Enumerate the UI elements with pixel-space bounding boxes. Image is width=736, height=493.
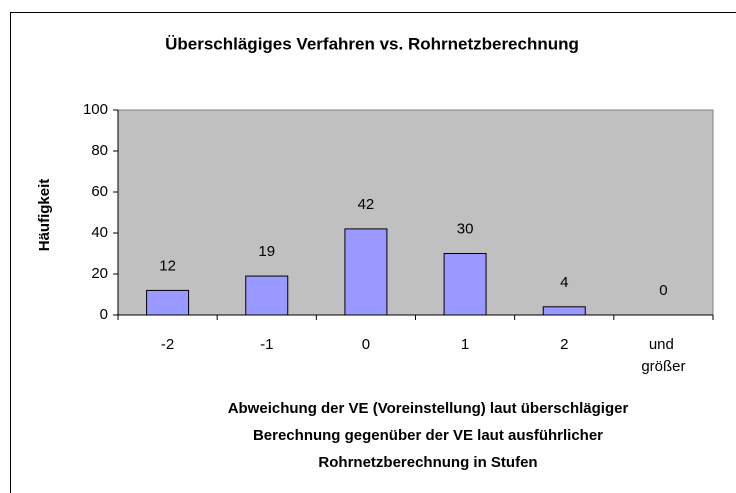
x-tick-label: -2	[161, 336, 174, 353]
bar	[344, 228, 388, 316]
x-tick-label: 0	[362, 336, 370, 353]
value-label: 19	[258, 243, 275, 260]
y-tick-label: 0	[100, 306, 108, 323]
x-tick-label: -1	[260, 336, 273, 353]
value-label: 4	[560, 274, 568, 291]
x-axis-title: Abweichung der VE (Voreinstellung) laut …	[228, 400, 629, 417]
x-tick-label: 2	[560, 336, 568, 353]
bar	[245, 275, 289, 316]
y-tick-label: 40	[91, 224, 108, 241]
y-axis-title: Häufigkeit	[36, 179, 53, 252]
x-tick-label: 1	[461, 336, 469, 353]
value-label: 12	[159, 257, 176, 274]
bar	[542, 306, 586, 316]
value-label: 30	[457, 220, 474, 237]
x-tick-label: und größer	[641, 336, 685, 375]
y-tick-label: 20	[91, 265, 108, 282]
bar	[443, 253, 487, 316]
value-label: 42	[358, 196, 375, 213]
bar	[146, 289, 190, 316]
y-tick-label: 100	[83, 101, 108, 118]
chart-title: Überschlägiges Verfahren vs. Rohrnetzber…	[165, 34, 579, 53]
plot-area	[117, 109, 714, 316]
value-label: 0	[659, 282, 667, 299]
y-tick-label: 80	[91, 142, 108, 159]
x-axis-title: Berechnung gegenüber der VE laut ausführ…	[253, 427, 603, 444]
x-axis-title: Rohrnetzberechnung in Stufen	[318, 454, 537, 471]
y-tick-label: 60	[91, 183, 108, 200]
